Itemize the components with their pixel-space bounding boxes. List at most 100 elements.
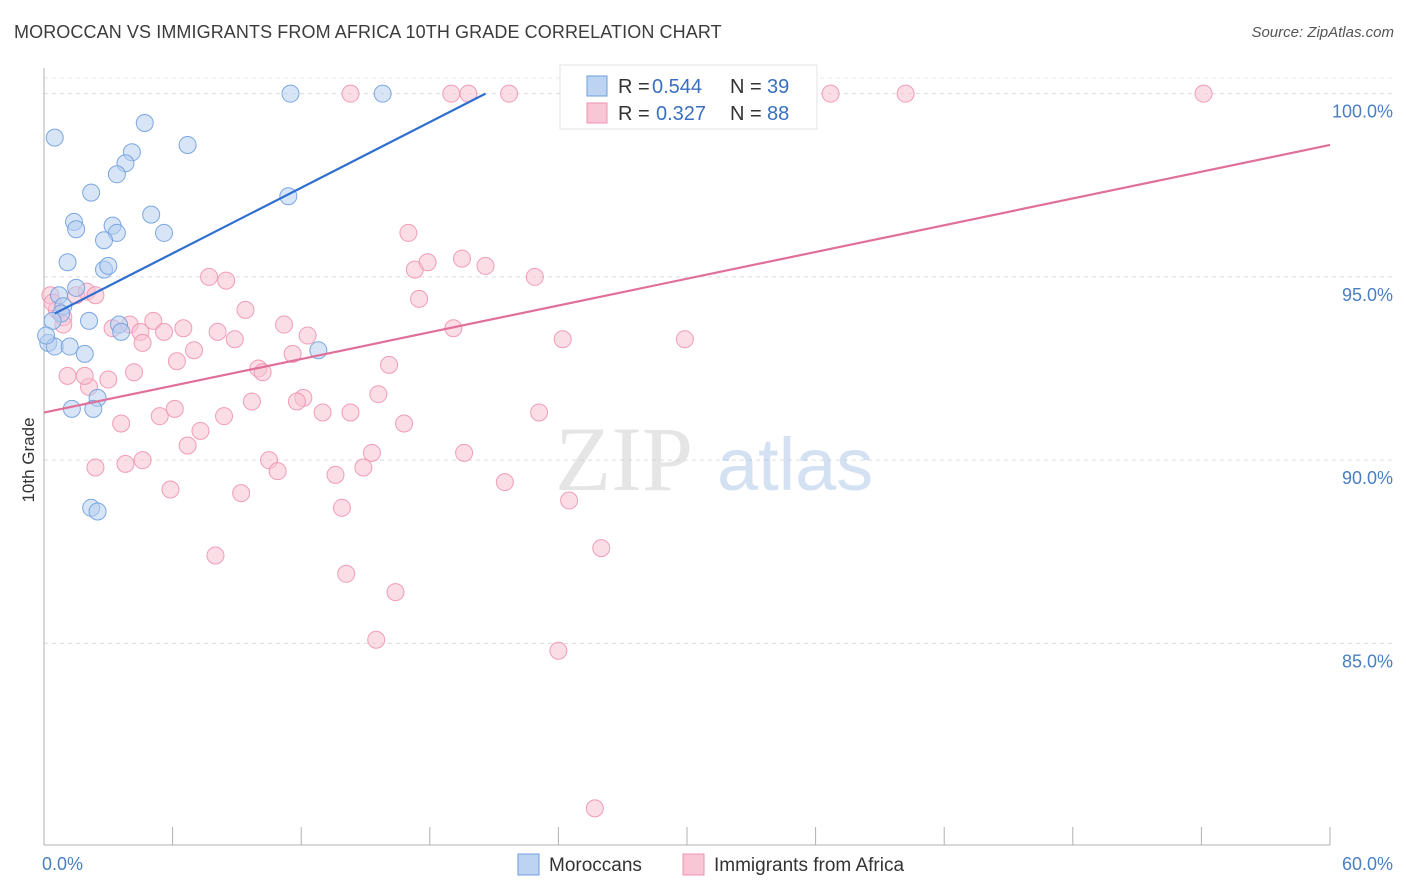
trendlines [43, 92, 1331, 414]
legend-bottom: Moroccans Immigrants from Africa [517, 853, 904, 876]
bottom-legend-moroccans-swatch [517, 853, 540, 876]
bottom-legend-africa-label: Immigrants from Africa [714, 855, 904, 876]
africa-point-45 [410, 289, 429, 308]
africa-trendline [43, 143, 1331, 414]
moroccans-point-17 [58, 253, 77, 272]
moroccans-point-15 [155, 223, 174, 242]
africa-point-63 [125, 363, 144, 382]
africa-point-38 [354, 458, 373, 477]
moroccans-point-10 [142, 205, 161, 224]
moroccans-point-4 [178, 135, 197, 154]
africa-point-54 [553, 330, 572, 349]
moroccans-point-27 [112, 322, 131, 341]
africa-point-19 [133, 333, 152, 352]
legend-n-value-2: 88 [767, 103, 789, 125]
africa-point-85 [75, 366, 94, 385]
y-axis-label: 10th Grade [19, 417, 38, 502]
africa-point-53 [530, 403, 549, 422]
africa-point-72 [326, 465, 345, 484]
moroccans-point-38 [37, 326, 56, 345]
africa-point-81 [86, 458, 105, 477]
africa-point-36 [313, 403, 332, 422]
africa-point-23 [174, 319, 193, 338]
africa-point-83 [161, 480, 180, 499]
africa-point-41 [380, 355, 399, 374]
moroccans-point-35 [84, 399, 103, 418]
africa-point-39 [362, 443, 381, 462]
moroccans-point-13 [67, 220, 86, 239]
legend-top: R = 0.544 N = 39 R = 0.327 N = 88 [559, 64, 818, 130]
africa-point-49 [455, 443, 474, 462]
bottom-legend-moroccans-label: Moroccans [549, 855, 642, 876]
legend-r-value-1: 0.544 [652, 76, 702, 98]
africa-point-69 [242, 392, 261, 411]
africa-point-20 [144, 311, 163, 330]
africa-point-87 [112, 414, 131, 433]
africa-point-68 [232, 484, 251, 503]
africa-point-50 [476, 256, 495, 275]
africa-point-37 [341, 403, 360, 422]
y-tick-labels: 85.0% 90.0% 95.0% 100.0% [1332, 102, 1393, 672]
watermark-atlas: atlas [717, 423, 873, 506]
source-label: Source: ZipAtlas.com [1251, 24, 1394, 41]
africa-point-78 [133, 451, 152, 470]
africa-point-79 [178, 436, 197, 455]
legend-r-value-2: 0.327 [656, 103, 706, 125]
legend-r-label-1: R = [618, 76, 650, 98]
watermark-zip: ZIP [555, 408, 693, 510]
y-tick-label-85: 85.0% [1342, 651, 1393, 671]
moroccans-point-7 [107, 165, 126, 184]
africa-point-71 [268, 462, 287, 481]
africa-point-59 [585, 799, 604, 818]
africa-point-62 [99, 370, 118, 389]
africa-point-77 [206, 546, 225, 565]
africa-point-9 [1194, 84, 1213, 103]
x-tick-label-max: 60.0% [1342, 854, 1393, 874]
africa-point-43 [399, 223, 418, 242]
watermark: ZIP atlas [555, 408, 873, 510]
africa-point-33 [283, 344, 302, 363]
africa-point-52 [525, 267, 544, 286]
africa-point-24 [185, 341, 204, 360]
africa-point-26 [208, 322, 227, 341]
africa-point-64 [150, 407, 169, 426]
africa-point-73 [332, 498, 351, 517]
series-africa-points [41, 84, 1213, 818]
moroccans-point-3 [135, 113, 154, 132]
africa-point-25 [200, 267, 219, 286]
x-tick-labels: 0.0% 60.0% [42, 854, 1393, 874]
africa-point-46 [418, 253, 437, 272]
africa-point-55 [549, 641, 568, 660]
africa-point-48 [452, 249, 471, 268]
y-tick-label-100: 100.0% [1332, 102, 1393, 122]
legend-moroccans-swatch [586, 75, 608, 97]
africa-point-27 [217, 271, 236, 290]
africa-point-42 [395, 414, 414, 433]
africa-point-76 [367, 630, 386, 649]
africa-point-66 [191, 421, 210, 440]
moroccans-point-2 [45, 128, 64, 147]
moroccans-point-25 [80, 311, 99, 330]
africa-point-75 [386, 583, 405, 602]
chart-title: MOROCCAN VS IMMIGRANTS FROM AFRICA 10TH … [14, 22, 722, 42]
grid-lines [44, 77, 1395, 644]
africa-point-80 [116, 454, 135, 473]
legend-r-label-2: R = [618, 103, 650, 125]
legend-n-label-1: N = [730, 76, 762, 98]
moroccans-point-21 [67, 278, 86, 297]
moroccans-point-30 [60, 337, 79, 356]
moroccans-point-8 [82, 183, 101, 202]
africa-point-34 [298, 326, 317, 345]
legend-n-label-2: N = [730, 103, 762, 125]
y-tick-label-95: 95.0% [1342, 285, 1393, 305]
africa-point-58 [675, 330, 694, 349]
legend-africa-swatch [586, 102, 608, 124]
africa-point-57 [592, 539, 611, 558]
africa-point-74 [337, 564, 356, 583]
africa-point-56 [560, 491, 579, 510]
africa-point-32 [275, 315, 294, 334]
moroccans-trendline [54, 92, 487, 315]
africa-point-40 [369, 385, 388, 404]
moroccans-point-19 [99, 256, 118, 275]
africa-point-1 [442, 84, 461, 103]
